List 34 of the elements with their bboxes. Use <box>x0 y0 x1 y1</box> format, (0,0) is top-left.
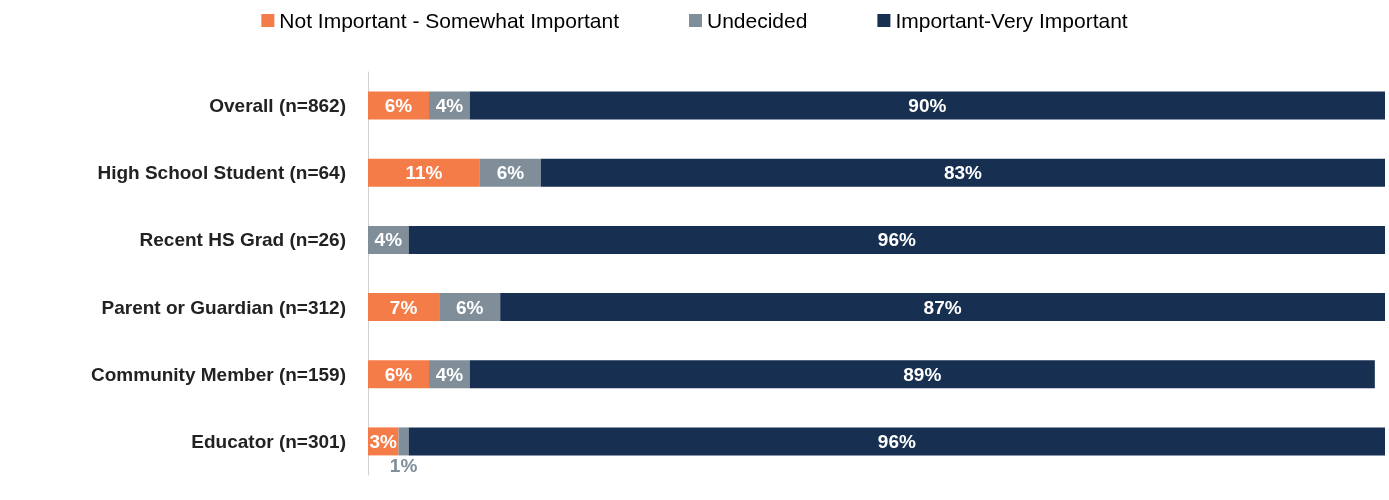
bar <box>408 427 1385 456</box>
y-tick-label: Overall (n=862) <box>209 95 346 117</box>
data-label: 1% <box>389 455 418 477</box>
data-label: 6% <box>384 363 413 385</box>
bar <box>368 158 480 187</box>
legend-label: Not Important - Somewhat Important <box>279 9 620 32</box>
legend-label: Important-Very Important <box>895 9 1128 32</box>
y-tick-label: Community Member (n=159) <box>91 363 346 385</box>
data-label: 7% <box>389 296 418 318</box>
data-label: 6% <box>384 95 413 117</box>
data-label: 90% <box>908 95 947 117</box>
data-label: 11% <box>405 162 443 184</box>
y-tick-label: Parent or Guardian (n=312) <box>101 296 346 318</box>
data-label: 4% <box>435 363 464 385</box>
bar <box>540 158 1385 187</box>
bar <box>469 91 1385 120</box>
bar <box>500 293 1385 322</box>
data-label: 89% <box>903 363 942 385</box>
data-label: 3% <box>369 430 398 452</box>
data-label: 6% <box>455 296 484 318</box>
y-tick-label: Recent HS Grad (n=26) <box>139 229 346 251</box>
data-label: 4% <box>374 229 403 251</box>
y-tick-label: High School Student (n=64) <box>97 162 346 184</box>
legend-label: Undecided <box>706 9 808 32</box>
data-label: 83% <box>943 162 983 184</box>
bar <box>469 360 1375 389</box>
data-label: 96% <box>877 430 916 452</box>
y-tick-label: Educator (n=301) <box>191 430 346 452</box>
bar <box>408 225 1385 254</box>
data-label: 6% <box>496 162 525 184</box>
data-label: 4% <box>435 95 464 117</box>
data-label: 96% <box>877 229 916 251</box>
data-label: 87% <box>923 296 962 318</box>
bar <box>398 427 409 456</box>
